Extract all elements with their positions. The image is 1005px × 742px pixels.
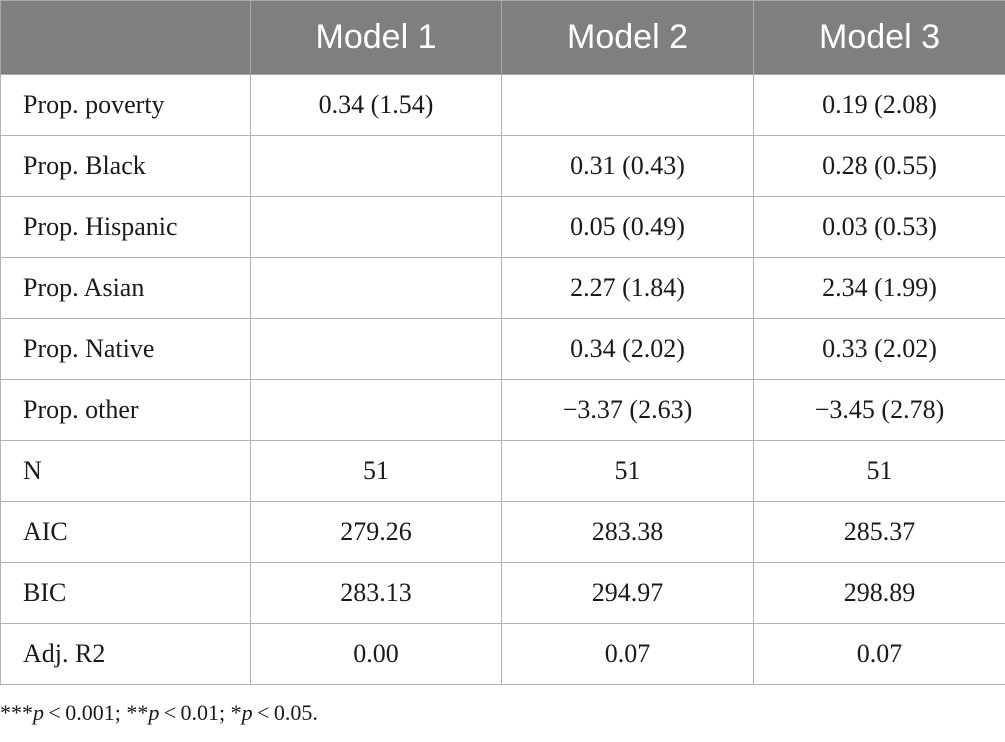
regression-table: Model 1 Model 2 Model 3 Prop. poverty 0.… xyxy=(0,0,1005,685)
table-cell: 0.03 (0.53) xyxy=(753,196,1005,258)
table-cell: 2.34 (1.99) xyxy=(753,257,1005,319)
footnote-part: < 0.05. xyxy=(252,700,318,725)
row-label: N xyxy=(0,440,251,502)
table-cell: 0.07 xyxy=(753,623,1005,685)
table-row: Prop. Black 0.31 (0.43) 0.28 (0.55) xyxy=(0,135,1005,197)
header-cell-model-2: Model 2 xyxy=(501,0,754,75)
header-cell-blank xyxy=(0,0,251,75)
footnote-p-symbol: p xyxy=(33,700,44,725)
table-row: N 51 51 51 xyxy=(0,440,1005,502)
table-cell: 294.97 xyxy=(501,562,754,624)
row-label: AIC xyxy=(0,501,251,563)
table-cell: 0.34 (2.02) xyxy=(501,318,754,380)
row-label: Prop. Black xyxy=(0,135,251,197)
table-cell xyxy=(250,379,502,441)
row-label: Prop. other xyxy=(0,379,251,441)
table-cell: 279.26 xyxy=(250,501,502,563)
footnote-part: *** xyxy=(0,700,33,725)
table-cell: 283.38 xyxy=(501,501,754,563)
footnote-part: < 0.001; ** xyxy=(44,700,149,725)
table-cell xyxy=(250,135,502,197)
row-label: BIC xyxy=(0,562,251,624)
table-cell: 0.05 (0.49) xyxy=(501,196,754,258)
table-cell: 51 xyxy=(753,440,1005,502)
table-cell xyxy=(250,257,502,319)
table-cell: 0.31 (0.43) xyxy=(501,135,754,197)
table-cell xyxy=(501,74,754,136)
table-row: Prop. Hispanic 0.05 (0.49) 0.03 (0.53) xyxy=(0,196,1005,258)
header-cell-model-1: Model 1 xyxy=(250,0,502,75)
table-row: Prop. Asian 2.27 (1.84) 2.34 (1.99) xyxy=(0,257,1005,319)
table-row: Adj. R2 0.00 0.07 0.07 xyxy=(0,623,1005,685)
table-cell: 283.13 xyxy=(250,562,502,624)
footnote-p-symbol: p xyxy=(241,700,253,725)
row-label: Prop. Asian xyxy=(0,257,251,319)
table-cell: −3.45 (2.78) xyxy=(753,379,1005,441)
table-cell: 2.27 (1.84) xyxy=(501,257,754,319)
table-cell: 51 xyxy=(501,440,754,502)
table-cell xyxy=(250,196,502,258)
header-row: Model 1 Model 2 Model 3 xyxy=(0,0,1005,75)
table-cell: 285.37 xyxy=(753,501,1005,563)
row-label: Prop. Native xyxy=(0,318,251,380)
table-row: Prop. other −3.37 (2.63) −3.45 (2.78) xyxy=(0,379,1005,441)
table-row: Prop. Native 0.34 (2.02) 0.33 (2.02) xyxy=(0,318,1005,380)
table-cell: 0.00 xyxy=(250,623,502,685)
table-cell: 0.07 xyxy=(501,623,754,685)
table-cell: 0.28 (0.55) xyxy=(753,135,1005,197)
table-cell xyxy=(250,318,502,380)
table-cell: −3.37 (2.63) xyxy=(501,379,754,441)
table-cell: 0.34 (1.54) xyxy=(250,74,502,136)
row-label: Prop. poverty xyxy=(0,74,251,136)
table-cell: 51 xyxy=(250,440,502,502)
table-cell: 0.19 (2.08) xyxy=(753,74,1005,136)
row-label: Adj. R2 xyxy=(0,623,251,685)
footnote-part: < 0.01; * xyxy=(159,700,242,725)
table-cell: 298.89 xyxy=(753,562,1005,624)
table-cell: 0.33 (2.02) xyxy=(753,318,1005,380)
row-label: Prop. Hispanic xyxy=(0,196,251,258)
footnote-p-symbol: p xyxy=(148,700,160,725)
header-cell-model-3: Model 3 xyxy=(753,0,1005,75)
table-row: AIC 279.26 283.38 285.37 xyxy=(0,501,1005,563)
table-row: BIC 283.13 294.97 298.89 xyxy=(0,562,1005,624)
significance-footnote: ***p < 0.001; **p < 0.01; *p < 0.05. xyxy=(0,700,318,726)
table-row: Prop. poverty 0.34 (1.54) 0.19 (2.08) xyxy=(0,74,1005,136)
